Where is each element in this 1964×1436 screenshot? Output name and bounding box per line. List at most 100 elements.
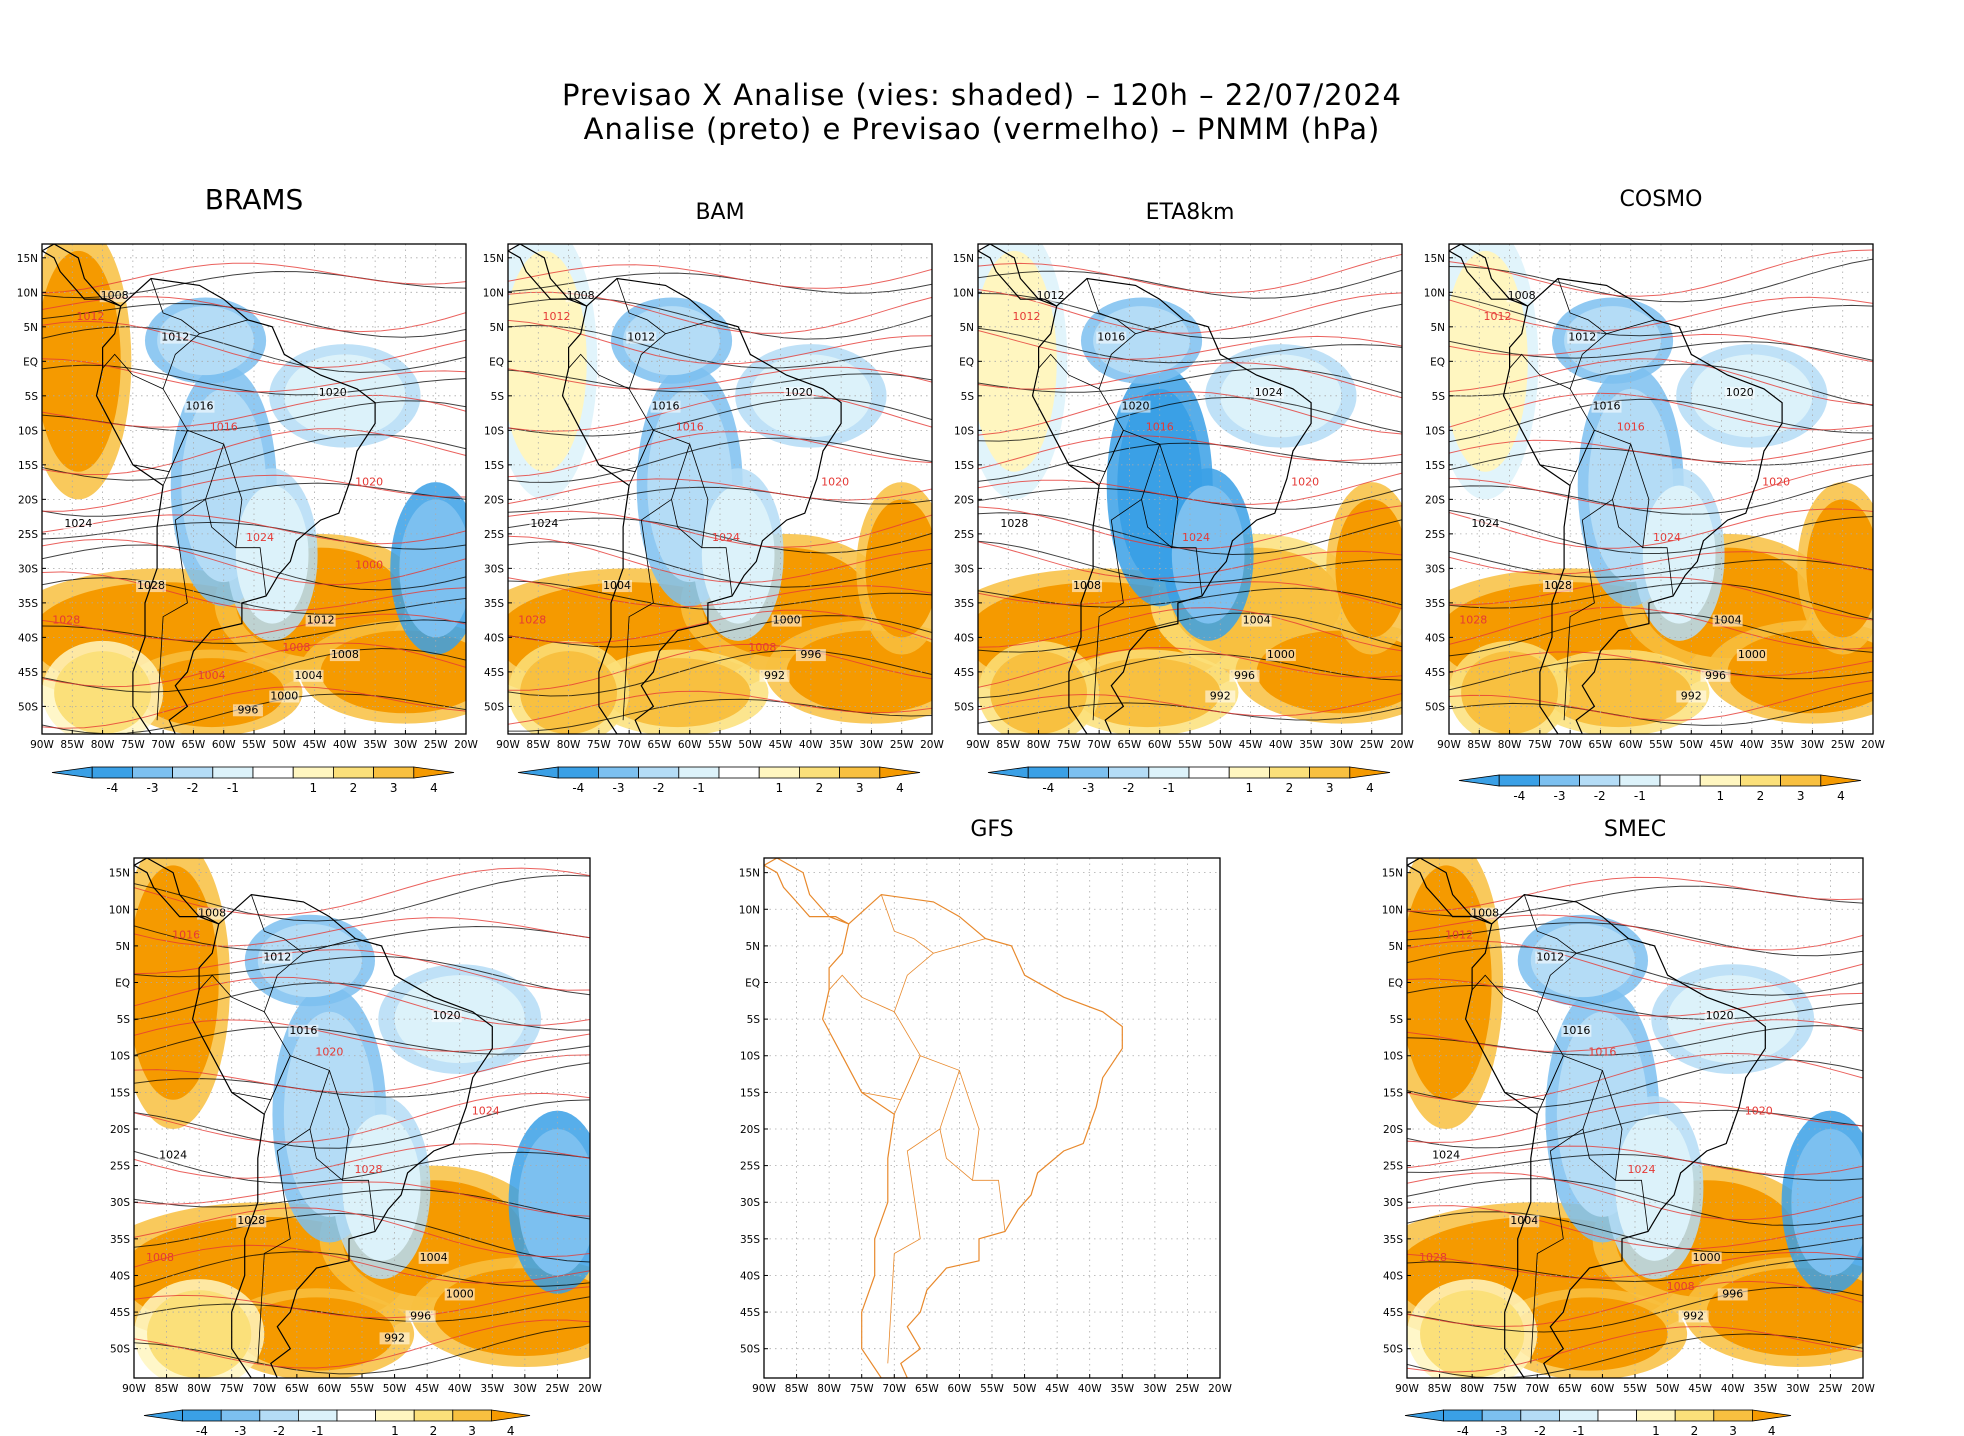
lon-tick-label: 20W [578, 1383, 602, 1395]
forecast-contour-label: 1020 [1291, 476, 1319, 489]
lon-tick-label: 50W [272, 739, 296, 751]
lat-tick-label: 50S [1425, 701, 1445, 713]
lon-tick-label: 40W [333, 739, 357, 751]
colorbar-segment [292, 766, 334, 779]
lon-tick-label: 25W [1831, 739, 1855, 751]
colorbar-tick-label: 4 [1366, 781, 1374, 795]
colorbar-segment [799, 766, 841, 779]
analysis-isobar [978, 396, 1402, 442]
lon-tick-label: 20W [1390, 739, 1414, 751]
forecast-isobar [1449, 606, 1873, 650]
lat-tick-label: 20S [740, 1124, 760, 1136]
analysis-contour-label: 1020 [1726, 386, 1754, 399]
forecast-contour-label: 1024 [1628, 1163, 1656, 1176]
colorbar-extend-low [517, 766, 559, 779]
forecast-isobar [1407, 1325, 1863, 1373]
analysis-isobar [508, 541, 932, 588]
lon-tick-label: 50W [383, 1383, 407, 1395]
analysis-isobar [1407, 1153, 1863, 1181]
forecast-contour-label: 1016 [172, 929, 200, 942]
colorbar-tick-label: -2 [273, 1424, 285, 1436]
lat-tick-label: 15N [739, 868, 760, 880]
forecast-contour-label: 1004 [198, 669, 226, 682]
lat-tick-label: 10S [740, 1051, 760, 1063]
country-border [1141, 499, 1173, 549]
lat-tick-label: 15N [17, 253, 38, 265]
lon-tick-label: 85W [60, 739, 84, 751]
lat-tick-label: 50S [1383, 1344, 1403, 1356]
colorbar-segment [1309, 766, 1351, 779]
colorbar-segment [413, 1409, 454, 1422]
forecast-isobar [978, 435, 1402, 470]
lat-tick-label: 5S [1432, 391, 1446, 403]
lon-tick-label: 35W [363, 739, 387, 751]
analysis-isobar [42, 482, 466, 517]
lon-tick-label: 45W [1045, 1383, 1069, 1395]
lat-tick-label: 40S [954, 632, 974, 644]
forecast-isobar [134, 1286, 590, 1319]
analysis-isobar [978, 540, 1402, 584]
lon-tick-label: 45W [303, 739, 327, 751]
lon-tick-label: 70W [151, 739, 175, 751]
analysis-contour-label: 992 [764, 669, 785, 682]
analysis-isobar [508, 272, 932, 294]
lon-tick-label: 75W [1528, 739, 1552, 751]
lat-tick-label: 10S [18, 425, 38, 437]
colorbar-extend-high [1752, 1409, 1792, 1422]
forecast-isobar [1407, 1280, 1863, 1328]
lat-tick-label: 25S [484, 529, 504, 541]
country-border [939, 1128, 973, 1181]
analysis-isobar [134, 1212, 590, 1263]
analysis-isobar [508, 397, 932, 437]
analysis-isobar [134, 1150, 590, 1184]
figure-title-line-1: Previsao X Analise (vies: shaded) – 120h… [562, 78, 1402, 112]
country-border [1563, 443, 1632, 721]
lat-tick-label: 10N [1382, 904, 1403, 916]
forecast-isobar [978, 472, 1402, 505]
analysis-contour-label: 1024 [530, 517, 558, 530]
colorbar-tick-label: 3 [468, 1424, 476, 1436]
analysis-contour-label: 1024 [1255, 386, 1283, 399]
coastline-central-america [508, 244, 587, 307]
colorbar-tick-label: 1 [1245, 781, 1253, 795]
lat-tick-label: 10N [17, 287, 38, 299]
panel-title: GFS [970, 817, 1013, 842]
analysis-contour-label: 1016 [1097, 331, 1125, 344]
forecast-isobar [508, 319, 932, 365]
colorbar-tick-label: -2 [187, 781, 199, 795]
colorbar-tick-label: -3 [1083, 781, 1095, 795]
map-area: 1008101210161020102410041000996992101210… [1407, 858, 1863, 1378]
bias-shading-core [1511, 1297, 1668, 1371]
map-area: 1008101210161020102410281004100099699210… [134, 858, 590, 1378]
analysis-contour-label: 1016 [651, 400, 679, 413]
forecast-isobar [1407, 1172, 1863, 1221]
country-border [150, 278, 200, 335]
colorbar-tick-label: -1 [312, 1424, 324, 1436]
analysis-contour-label: 1012 [1536, 951, 1564, 964]
analysis-isobar [134, 1099, 590, 1149]
analysis-isobar [508, 369, 932, 393]
bias-shading-core [1461, 651, 1559, 734]
bias-shading-core [1074, 658, 1221, 728]
lon-tick-label: 65W [1118, 739, 1142, 751]
lon-tick-label: 30W [513, 1383, 537, 1395]
lat-tick-label: 20S [484, 494, 504, 506]
colorbar-tick-label: 1 [309, 781, 317, 795]
bias-shading-core [1407, 865, 1492, 1100]
lat-tick-label: 15N [1382, 868, 1403, 880]
lon-tick-label: 35W [480, 1383, 504, 1395]
forecast-isobar [508, 264, 932, 289]
coastline-central-america [1449, 244, 1528, 307]
analysis-isobar [1449, 363, 1873, 406]
forecast-contour-label: 1008 [146, 1251, 174, 1264]
lon-tick-label: 60W [678, 739, 702, 751]
lon-tick-label: 90W [752, 1383, 776, 1395]
lon-tick-label: 85W [526, 739, 550, 751]
lat-tick-label: 5S [1390, 1014, 1404, 1026]
analysis-contour-label: 1004 [1243, 614, 1271, 627]
forecast-isobar [1449, 651, 1873, 677]
colorbar-tick-label: -2 [1534, 1424, 1546, 1436]
forecast-isobar [1407, 978, 1863, 1017]
analysis-contour-label: 1024 [64, 517, 92, 530]
